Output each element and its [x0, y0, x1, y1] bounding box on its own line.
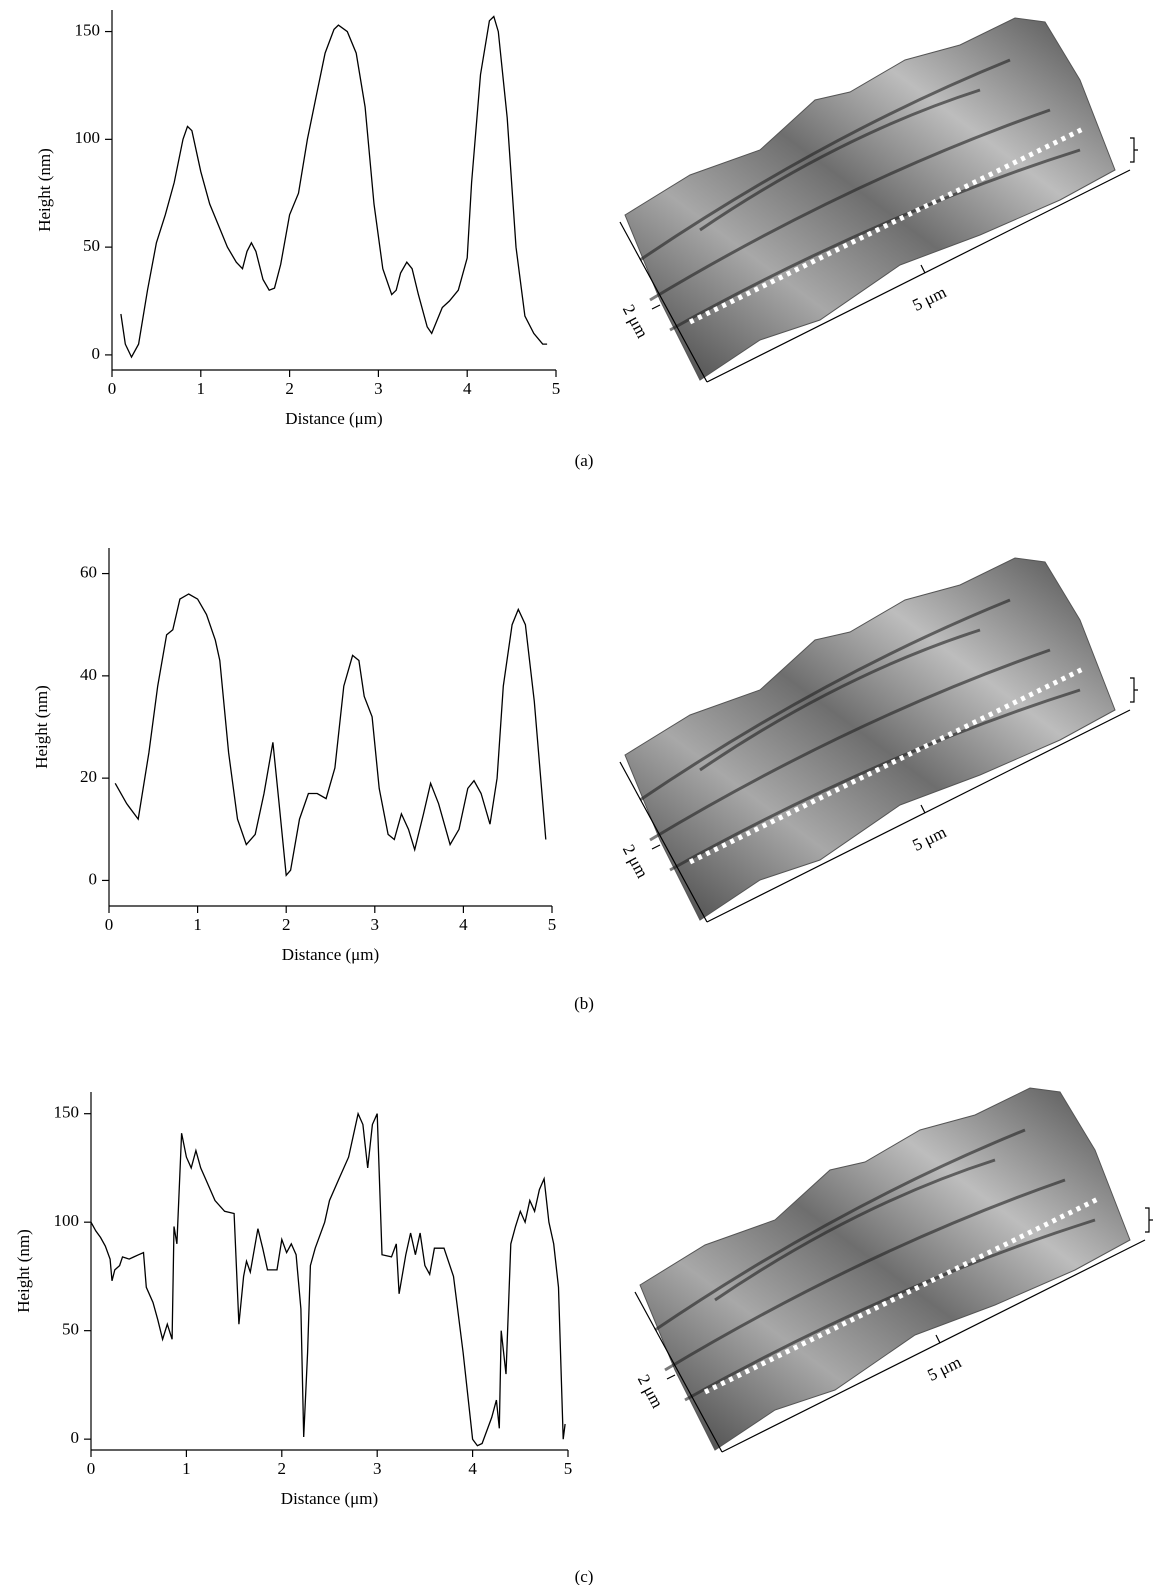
x-tick-label: 2: [282, 915, 291, 934]
afm-ridge: [684, 1218, 1096, 1402]
image-scale-label: 5 μm: [909, 282, 949, 314]
y-tick-label: 50: [62, 1320, 79, 1339]
image-axis-tick: [920, 264, 926, 274]
x-tick-label: 3: [374, 379, 383, 398]
afm-ridge: [654, 1128, 1026, 1332]
profile-line: [688, 125, 1087, 325]
y-tick-label: 100: [75, 128, 101, 147]
afm-surface: [639, 1087, 1131, 1451]
x-tick-label: 5: [564, 1459, 573, 1478]
x-tick-label: 0: [87, 1459, 96, 1478]
image-axis-tick: [920, 804, 926, 814]
x-tick-label: 0: [105, 915, 114, 934]
panel-label: (b): [574, 994, 594, 1013]
afm-ridge: [669, 688, 1081, 872]
x-tick-label: 1: [197, 379, 206, 398]
image-axis: [721, 1239, 1146, 1453]
x-tick-label: 5: [548, 915, 557, 934]
y-tick-label: 20: [80, 767, 97, 786]
y-tick-label: 0: [92, 344, 101, 363]
x-tick-label: 3: [373, 1459, 382, 1478]
height-bracket: [1130, 137, 1138, 163]
x-axis-label: Distance (μm): [281, 1489, 378, 1508]
afm-ridge: [699, 88, 981, 232]
image-axis: [619, 761, 708, 923]
afm-image: 2 μm 5 μm: [619, 17, 1138, 383]
image-axis-tick: [935, 1334, 941, 1344]
afm-ridge: [699, 628, 981, 772]
profile-line: [688, 665, 1087, 865]
x-tick-label: 3: [371, 915, 380, 934]
image-axis-tick: [666, 1374, 676, 1380]
image-scale-label: 5 μm: [909, 822, 949, 854]
afm-ridge: [664, 1178, 1066, 1372]
image-axis-tick: [651, 304, 661, 310]
image-scale-label: 5 μm: [924, 1352, 964, 1384]
height-profile: [114, 593, 547, 877]
height-profile: [90, 1111, 566, 1447]
image-axis: [619, 221, 708, 383]
afm-ridge: [639, 598, 1011, 802]
height-bracket: [1130, 677, 1138, 703]
afm-ridge: [649, 108, 1051, 302]
profile-line: [703, 1195, 1102, 1395]
x-tick-label: 4: [468, 1459, 477, 1478]
y-axis-label: Height (nm): [14, 1229, 33, 1313]
x-tick-label: 5: [552, 379, 561, 398]
height-bracket: [1145, 1207, 1153, 1233]
y-tick-label: 50: [83, 236, 100, 255]
image-axis: [706, 169, 1131, 383]
image-scale-label: 2 μm: [619, 841, 652, 881]
x-tick-label: 4: [463, 379, 472, 398]
y-axis-label: Height (nm): [32, 685, 51, 769]
x-tick-label: 1: [182, 1459, 191, 1478]
y-tick-label: 60: [80, 562, 97, 581]
image-axis-tick: [651, 844, 661, 850]
afm-image: 2 μm 5 μm: [619, 557, 1138, 923]
x-tick-label: 4: [459, 915, 468, 934]
x-tick-label: 1: [193, 915, 202, 934]
x-tick-label: 0: [108, 379, 117, 398]
y-tick-label: 0: [89, 869, 98, 888]
panel-label: (a): [575, 451, 594, 470]
panel-label: (c): [575, 1567, 594, 1585]
afm-image: 2 μm 5 μm: [634, 1087, 1153, 1453]
height-profile: [120, 15, 548, 359]
y-tick-label: 0: [71, 1428, 80, 1447]
afm-surface: [624, 557, 1116, 921]
y-tick-label: 100: [54, 1211, 80, 1230]
afm-ridge: [669, 148, 1081, 332]
image-axis: [706, 709, 1131, 923]
y-tick-label: 40: [80, 665, 97, 684]
y-tick-label: 150: [75, 20, 101, 39]
image-scale-label: 2 μm: [619, 301, 652, 341]
image-axis: [634, 1291, 723, 1453]
afm-ridge: [714, 1158, 996, 1302]
y-tick-label: 150: [54, 1103, 80, 1122]
x-axis-label: Distance (μm): [285, 409, 382, 428]
afm-surface: [624, 17, 1116, 381]
image-scale-label: 2 μm: [634, 1371, 667, 1411]
y-axis-label: Height (nm): [35, 148, 54, 232]
x-tick-label: 2: [285, 379, 294, 398]
afm-ridge: [639, 58, 1011, 262]
x-axis-label: Distance (μm): [282, 945, 379, 964]
x-tick-label: 2: [278, 1459, 287, 1478]
afm-ridge: [649, 648, 1051, 842]
